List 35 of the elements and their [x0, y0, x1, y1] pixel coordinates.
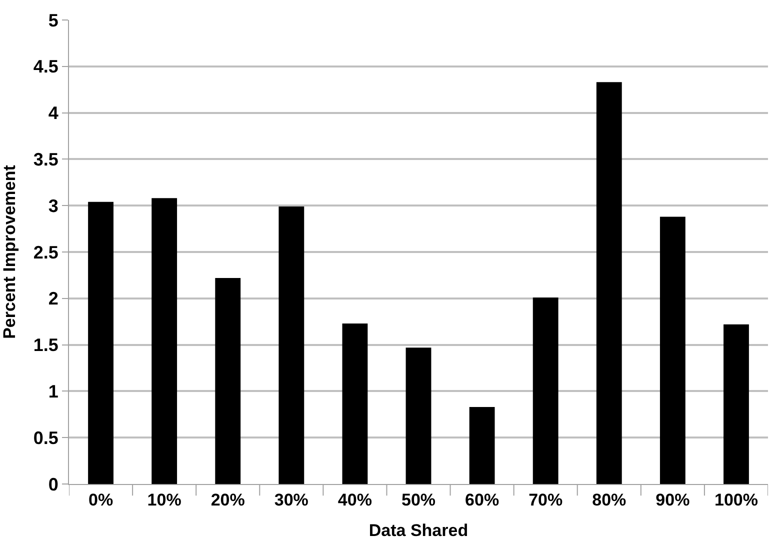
- bar: [532, 297, 558, 484]
- y-tick-label: 2.5: [33, 242, 58, 262]
- x-tick-label: 100%: [714, 490, 758, 510]
- y-tick-label: 1.5: [33, 335, 58, 356]
- bar: [215, 278, 241, 484]
- bar: [278, 206, 304, 484]
- y-tick-label: 3: [48, 196, 58, 216]
- x-tick-label: 0%: [88, 490, 114, 510]
- x-tick-label: 60%: [465, 490, 500, 510]
- bar: [724, 324, 749, 484]
- x-tick-label: 40%: [338, 490, 372, 510]
- bar: [88, 202, 114, 484]
- y-tick-label: 1: [48, 382, 58, 402]
- bar: [596, 82, 622, 484]
- x-tick-label: 10%: [147, 490, 182, 510]
- y-tick-label: 3.5: [33, 150, 58, 170]
- y-tick-label: 4.5: [33, 56, 58, 77]
- y-tick-label: 0.5: [33, 428, 58, 448]
- y-axis-title: Percent Improvement: [0, 164, 19, 339]
- bar: [152, 198, 178, 484]
- bar: [469, 406, 495, 484]
- x-tick-label: 50%: [401, 490, 436, 510]
- y-tick-label: 4: [48, 103, 58, 124]
- bar: [406, 348, 432, 484]
- x-tick-label: 30%: [274, 490, 308, 510]
- y-tick-label: 5: [48, 10, 58, 30]
- x-axis-title: Data Shared: [368, 520, 468, 540]
- y-tick-label: 0: [48, 474, 58, 494]
- x-tick-label: 80%: [592, 490, 626, 510]
- x-tick-label: 20%: [210, 490, 245, 510]
- y-tick-label: 2: [48, 288, 58, 309]
- bar: [342, 323, 368, 484]
- bar: [660, 216, 686, 484]
- x-tick-label: 70%: [528, 490, 563, 510]
- x-tick-label: 90%: [656, 490, 690, 510]
